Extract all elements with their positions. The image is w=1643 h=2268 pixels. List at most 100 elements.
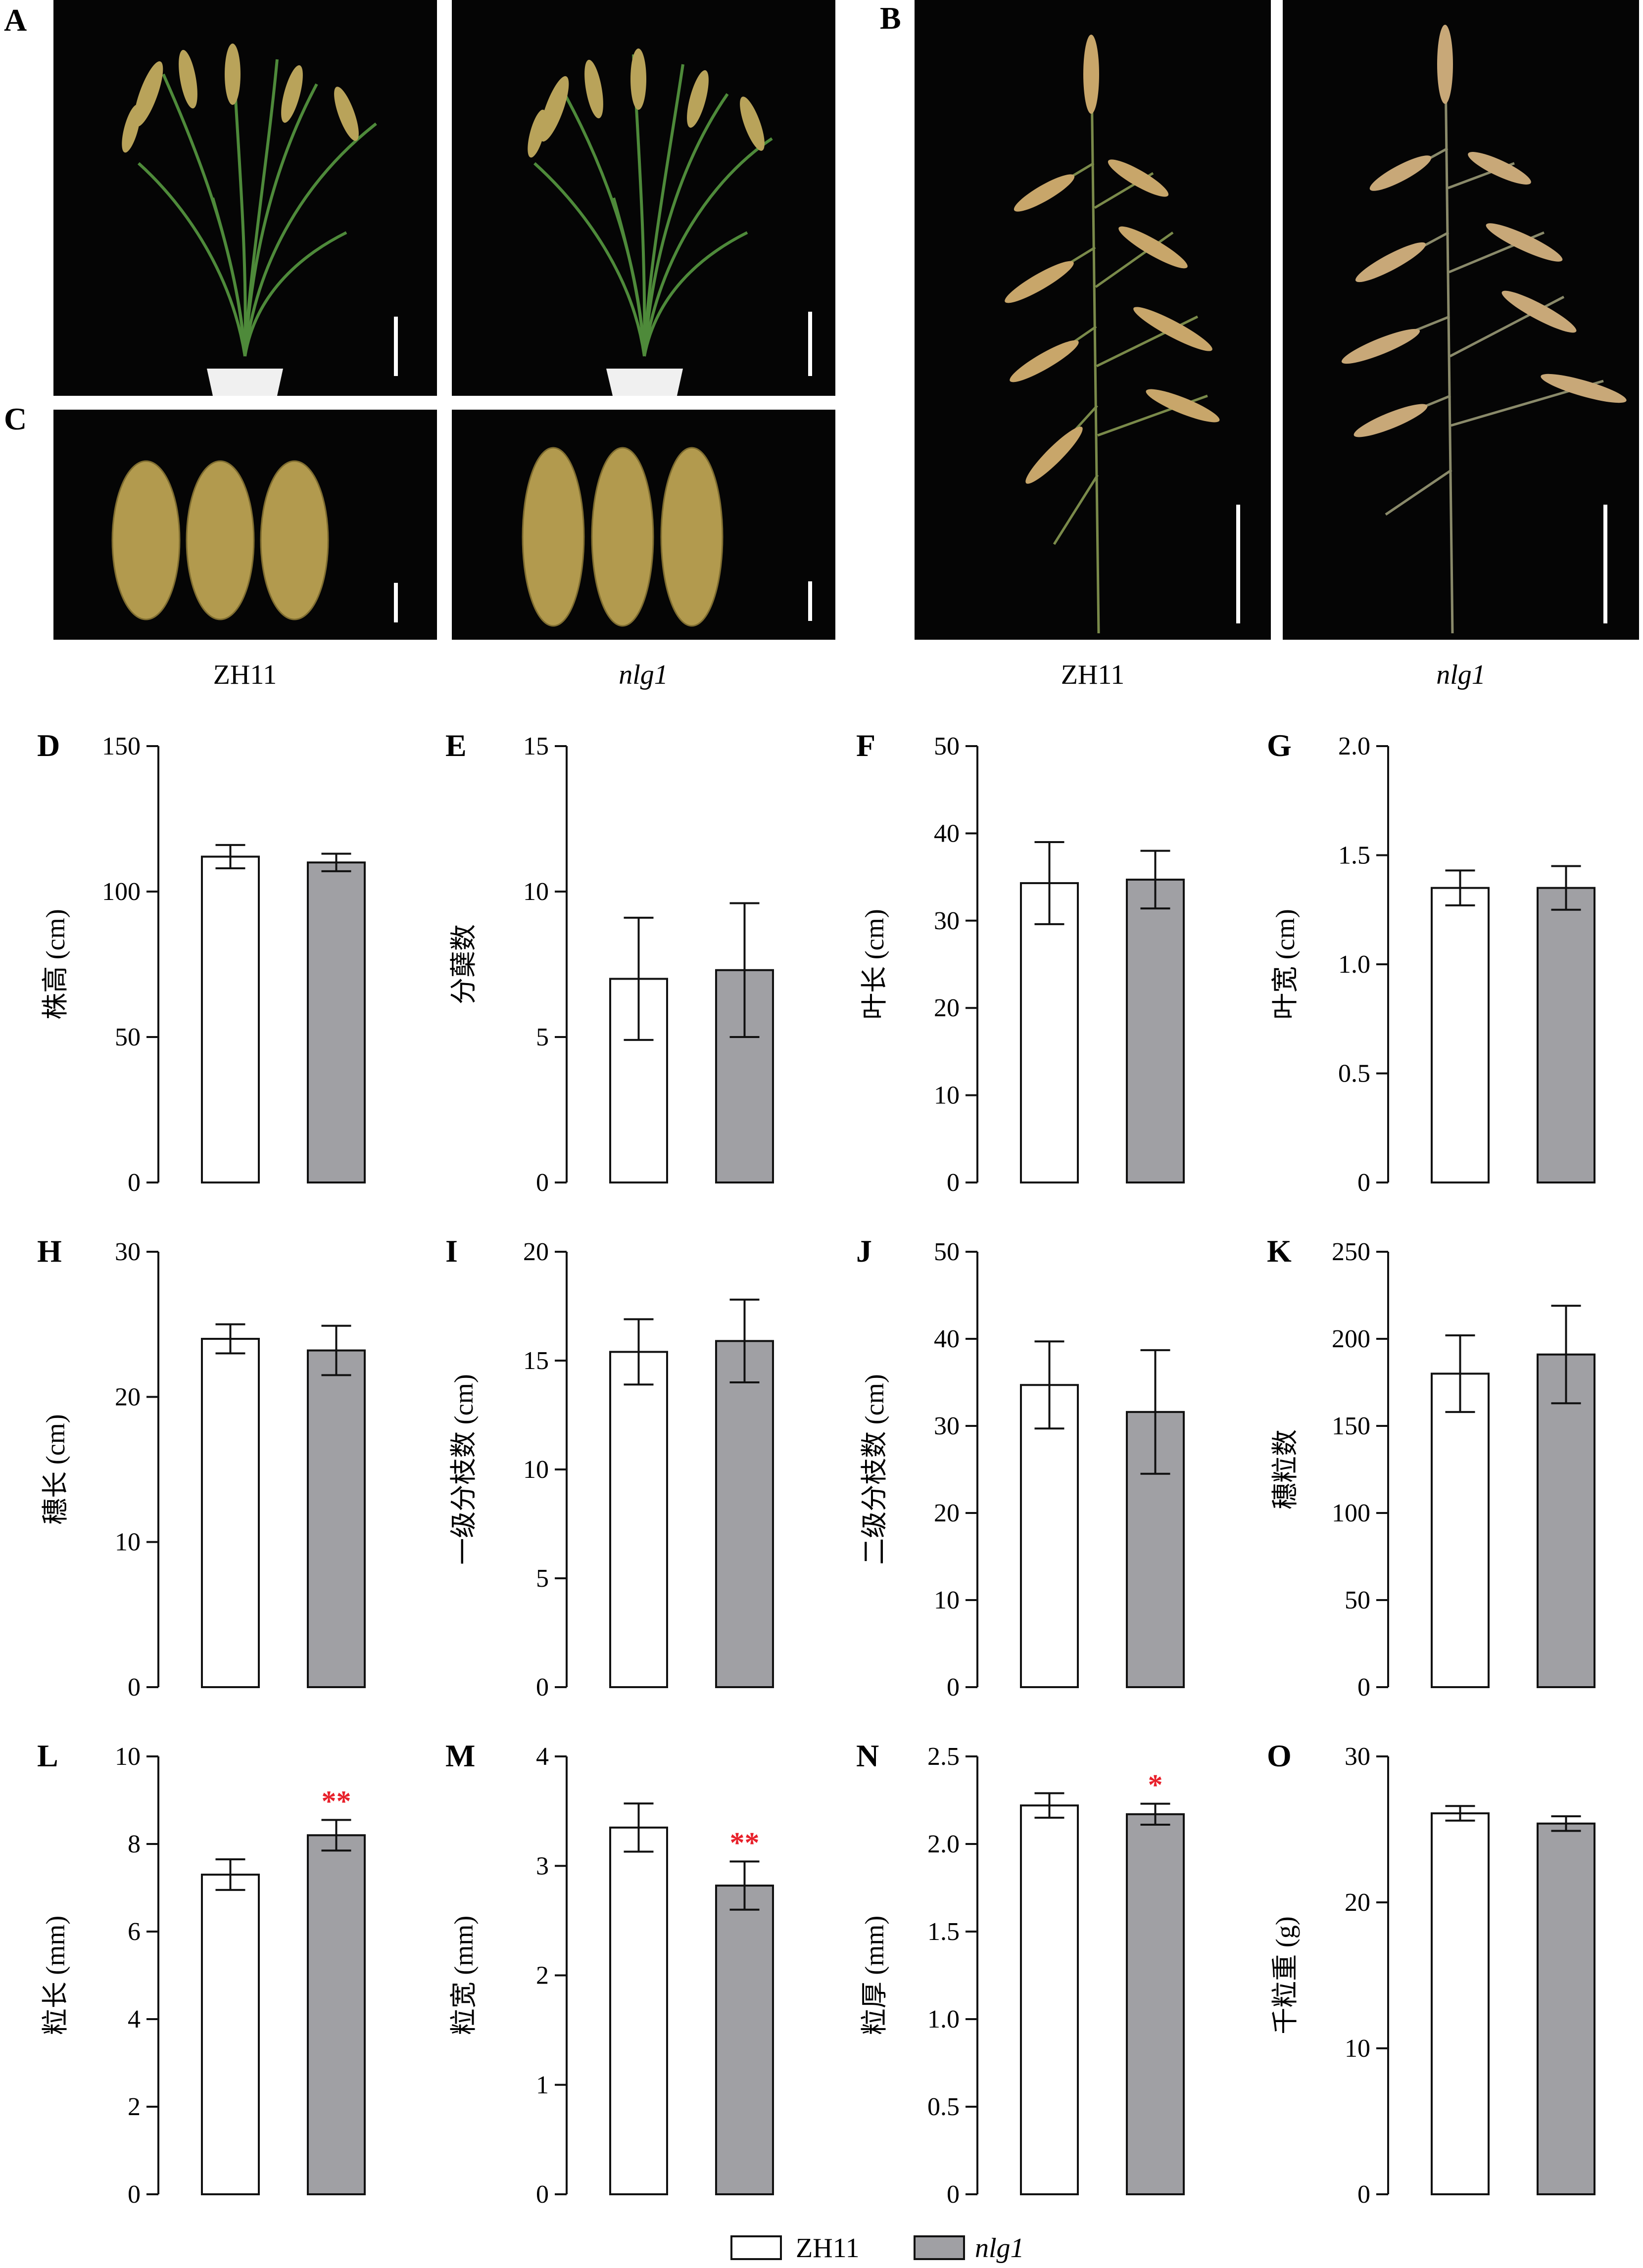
y-axis-label-k: 穗粒数 [1270, 1429, 1300, 1510]
panel-letter-f: F [856, 728, 875, 763]
y-tick-label-i: 5 [536, 1564, 549, 1593]
panel-letter-l: L [37, 1738, 58, 1773]
y-axis-label-n: 粒厚 (mm) [860, 1916, 889, 2035]
y-tick-label-n: 1.5 [927, 1918, 960, 1946]
photo-panicle-wildtype [915, 0, 1271, 640]
y-tick-label-j: 0 [947, 1673, 960, 1701]
bar-wildtype-m [609, 1826, 668, 2195]
y-tick-label-o: 0 [1357, 2180, 1370, 2209]
legend-swatch-wildtype [730, 2235, 782, 2260]
y-tick-label-n: 2.5 [927, 1743, 960, 1771]
y-axis-label-f: 叶长 (cm) [860, 909, 889, 1019]
bar-mutant-m [715, 1885, 774, 2195]
bar-wildtype-d [201, 855, 260, 1183]
legend-label-wildtype: ZH11 [796, 2233, 860, 2264]
y-tick-label-g: 1.5 [1338, 842, 1370, 870]
y-axis-label-m: 粒宽 (mm) [449, 1916, 479, 2035]
photo-grains-mutant [452, 410, 835, 640]
y-tick-label-h: 0 [128, 1673, 141, 1701]
bar-mutant-g [1537, 887, 1595, 1183]
caption-right-wildtype: ZH11 [1061, 660, 1125, 690]
y-tick-label-j: 20 [934, 1499, 960, 1527]
y-tick-label-d: 50 [115, 1023, 141, 1051]
bar-mutant-f [1126, 878, 1185, 1183]
y-tick-label-g: 0.5 [1338, 1060, 1370, 1088]
significance-marker-m: ** [730, 1826, 760, 1859]
y-tick-label-h: 30 [115, 1238, 141, 1266]
y-tick-label-f: 30 [934, 907, 960, 935]
panel-letter-k: K [1267, 1233, 1292, 1269]
bar-wildtype-g [1431, 887, 1490, 1183]
photo-plant-mutant [452, 0, 835, 396]
y-tick-label-j: 40 [934, 1325, 960, 1353]
y-axis-label-l: 粒长 (mm) [41, 1916, 70, 2035]
y-tick-label-d: 150 [102, 732, 141, 760]
legend-label-mutant: nlg1 [975, 2233, 1024, 2264]
y-tick-label-f: 40 [934, 819, 960, 848]
y-axis-label-j: 二级分枝数 (cm) [860, 1374, 889, 1564]
y-tick-label-e: 15 [523, 732, 549, 760]
panel-letter-a: A [4, 2, 27, 38]
bar-mutant-k [1537, 1353, 1595, 1688]
y-axis-label-h: 穗长 (cm) [41, 1414, 70, 1524]
y-tick-label-d: 100 [102, 878, 141, 906]
y-axis-label-e: 分蘖数 [449, 924, 479, 1004]
y-tick-label-m: 4 [536, 1743, 549, 1771]
bar-wildtype-h [201, 1338, 260, 1688]
bar-mutant-i [715, 1340, 774, 1688]
y-tick-label-n: 0 [947, 2180, 960, 2209]
bar-mutant-l [307, 1834, 366, 2196]
legend: ZH11 nlg1 [730, 2233, 1024, 2264]
caption-left-wildtype: ZH11 [213, 660, 277, 690]
bar-wildtype-f [1020, 882, 1079, 1183]
photo-plant-wildtype [53, 0, 437, 396]
panel-letter-c: C [4, 401, 27, 436]
photo-panicle-mutant [1283, 0, 1639, 640]
y-tick-label-g: 1.0 [1338, 950, 1370, 979]
panel-letter-o: O [1267, 1738, 1292, 1773]
y-tick-label-f: 0 [947, 1169, 960, 1197]
y-tick-label-l: 6 [128, 1918, 141, 1946]
panel-letter-g: G [1267, 728, 1292, 763]
y-tick-label-i: 0 [536, 1673, 549, 1701]
bar-wildtype-o [1431, 1812, 1490, 2196]
y-tick-label-m: 1 [536, 2071, 549, 2099]
y-tick-label-n: 1.0 [927, 2005, 960, 2033]
y-tick-label-i: 10 [523, 1456, 549, 1484]
y-tick-label-k: 0 [1357, 1673, 1370, 1701]
y-tick-label-h: 10 [115, 1528, 141, 1557]
legend-swatch-mutant [914, 2235, 965, 2260]
y-tick-label-k: 200 [1332, 1325, 1370, 1353]
panel-letter-i: I [445, 1233, 458, 1269]
y-tick-label-l: 8 [128, 1830, 141, 1858]
y-tick-label-g: 0 [1357, 1169, 1370, 1197]
y-axis-label-o: 千粒重 (g) [1270, 1916, 1300, 2034]
y-tick-label-k: 100 [1332, 1499, 1370, 1527]
y-tick-label-k: 250 [1332, 1238, 1370, 1266]
bar-wildtype-k [1431, 1372, 1490, 1688]
y-axis-label-g: 叶宽 (cm) [1270, 909, 1300, 1019]
y-tick-label-h: 20 [115, 1383, 141, 1411]
panel-letter-n: N [856, 1738, 879, 1773]
y-tick-label-j: 30 [934, 1412, 960, 1440]
y-tick-label-g: 2.0 [1338, 732, 1370, 760]
caption-right-mutant: nlg1 [1436, 660, 1486, 690]
panel-letter-b: B [880, 0, 901, 36]
y-tick-label-l: 2 [128, 2093, 141, 2121]
bar-wildtype-n [1020, 1804, 1079, 2196]
y-tick-label-n: 0.5 [927, 2093, 960, 2121]
significance-marker-n: * [1148, 1769, 1163, 1801]
bar-mutant-o [1537, 1822, 1595, 2195]
y-tick-label-d: 0 [128, 1169, 141, 1197]
panel-letter-j: J [856, 1233, 872, 1269]
panel-letter-e: E [445, 728, 467, 763]
bar-mutant-n [1126, 1813, 1185, 2196]
y-tick-label-k: 150 [1332, 1412, 1370, 1440]
bar-wildtype-j [1020, 1384, 1079, 1688]
y-tick-label-i: 20 [523, 1238, 549, 1266]
y-tick-label-j: 10 [934, 1586, 960, 1614]
bar-wildtype-i [609, 1351, 668, 1688]
caption-left-mutant: nlg1 [619, 660, 668, 690]
y-tick-label-o: 30 [1345, 1743, 1370, 1771]
